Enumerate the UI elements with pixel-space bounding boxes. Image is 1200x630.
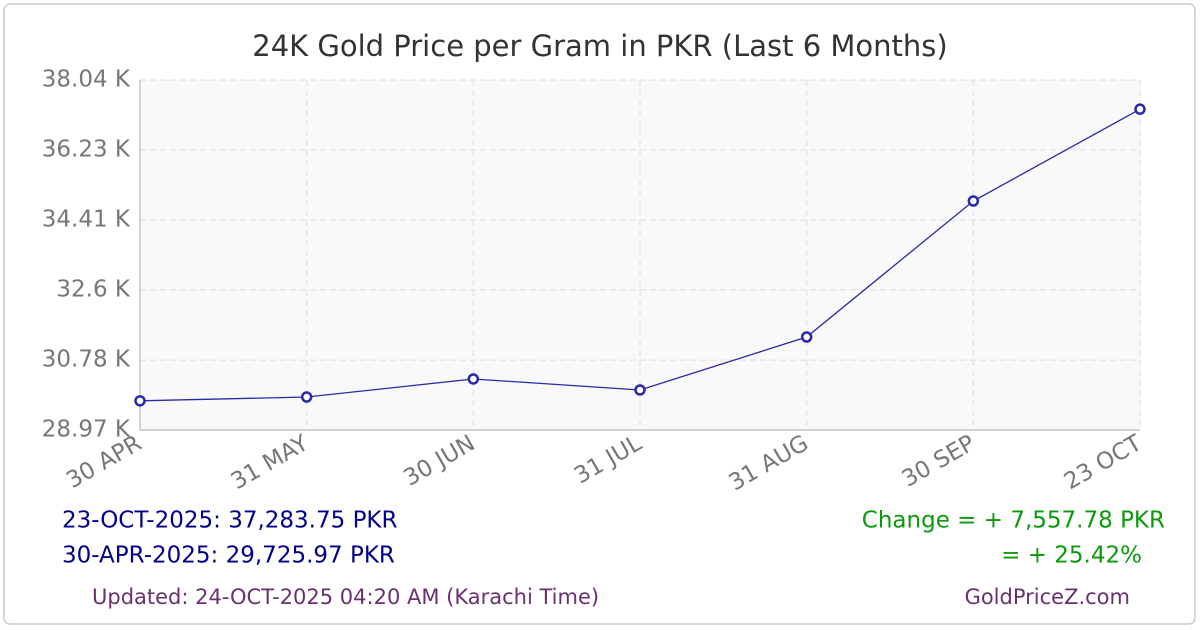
y-tick-label: 34.41 K — [42, 207, 131, 233]
updated-note: Updated: 24-OCT-2025 04:20 AM (Karachi T… — [92, 585, 599, 609]
data-point — [634, 384, 646, 396]
data-point — [800, 331, 813, 343]
chart-title: 24K Gold Price per Gram in PKR (Last 6 M… — [252, 29, 947, 63]
data-point — [134, 395, 146, 407]
data-point — [300, 391, 313, 403]
change-amount: Change = + 7,557.78 PKR — [862, 508, 1165, 534]
y-tick-label: 38.04 K — [42, 67, 131, 93]
change-percent: = + 25.42% — [1001, 543, 1142, 569]
y-tick-label: 28.97 K — [42, 417, 131, 443]
y-tick-label: 36.23 K — [42, 136, 131, 162]
data-point — [967, 195, 980, 207]
data-point — [1134, 103, 1146, 115]
y-tick-label: 30.78 K — [42, 347, 131, 373]
earliest-price: 30-APR-2025: 29,725.97 PKR — [62, 543, 395, 569]
data-point — [467, 373, 480, 385]
latest-price: 23-OCT-2025: 37,283.75 PKR — [62, 508, 398, 534]
site-name: GoldPriceZ.com — [965, 585, 1130, 609]
y-tick-label: 32.6 K — [56, 276, 131, 302]
